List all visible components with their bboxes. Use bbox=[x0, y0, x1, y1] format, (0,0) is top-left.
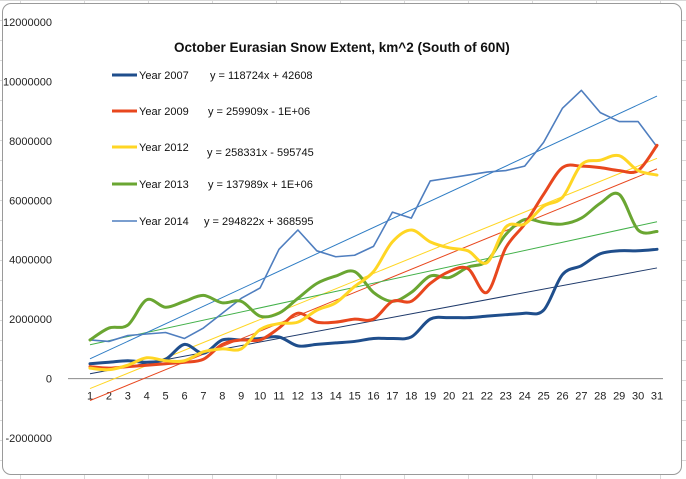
trendline-equation: y = 258331x - 595745 bbox=[207, 147, 314, 159]
y-tick-label: 0 bbox=[46, 374, 52, 386]
y-tick-label: 8000000 bbox=[9, 136, 52, 148]
chart-area[interactable] bbox=[2, 3, 682, 475]
x-tick-label: 6 bbox=[181, 391, 187, 403]
y-tick-label: 12000000 bbox=[3, 17, 52, 29]
legend-label: Year 2009 bbox=[139, 106, 189, 118]
series-line bbox=[88, 191, 659, 342]
legend-label: Year 2014 bbox=[139, 216, 189, 228]
x-tick-label: 13 bbox=[311, 391, 323, 403]
x-tick-label: 14 bbox=[330, 391, 342, 403]
x-tick-label: 25 bbox=[537, 391, 549, 403]
legend-label: Year 2007 bbox=[139, 70, 189, 82]
trendline-equation: y = 294822x + 368595 bbox=[204, 216, 313, 228]
trendline-equation: y = 137989x + 1E+06 bbox=[208, 179, 313, 191]
x-tick-label: 23 bbox=[500, 391, 512, 403]
x-tick-label: 16 bbox=[367, 391, 379, 403]
series-line bbox=[88, 153, 659, 372]
series-line bbox=[89, 89, 658, 343]
x-tick-label: 15 bbox=[348, 391, 360, 403]
x-tick-label: 5 bbox=[163, 391, 169, 403]
x-tick-label: 21 bbox=[462, 391, 474, 403]
y-tick-label: 4000000 bbox=[9, 255, 52, 267]
x-tick-label: 22 bbox=[481, 391, 493, 403]
legend-label: Year 2012 bbox=[139, 142, 189, 154]
trendline bbox=[89, 168, 658, 402]
x-tick-label: 10 bbox=[254, 391, 266, 403]
x-tick-label: 30 bbox=[632, 391, 644, 403]
x-tick-label: 24 bbox=[519, 391, 531, 403]
y-tick-label: -2000000 bbox=[6, 433, 53, 445]
trendline bbox=[89, 221, 658, 346]
x-tick-label: 3 bbox=[125, 391, 131, 403]
y-tick-label: 2000000 bbox=[9, 314, 52, 326]
x-tick-label: 11 bbox=[273, 391, 284, 403]
x-tick-label: 4 bbox=[144, 391, 150, 403]
trendline-equation: y = 259909x - 1E+06 bbox=[208, 106, 310, 118]
y-tick-label: 6000000 bbox=[9, 195, 52, 207]
x-tick-label: 1 bbox=[87, 391, 93, 403]
x-tick-label: 27 bbox=[575, 391, 587, 403]
x-tick-label: 8 bbox=[219, 391, 225, 403]
x-tick-label: 31 bbox=[651, 391, 663, 403]
trendline bbox=[89, 267, 658, 375]
legend-label: Year 2013 bbox=[139, 179, 189, 191]
chart-title: October Eurasian Snow Extent, km^2 (Sout… bbox=[174, 40, 510, 55]
x-tick-label: 2 bbox=[106, 391, 112, 403]
x-tick-label: 29 bbox=[613, 391, 625, 403]
x-tick-label: 17 bbox=[386, 391, 398, 403]
trendline bbox=[89, 95, 658, 360]
x-tick-label: 7 bbox=[200, 391, 206, 403]
x-tick-label: 28 bbox=[594, 391, 606, 403]
y-tick-label: 10000000 bbox=[3, 76, 52, 88]
x-tick-label: 12 bbox=[292, 391, 304, 403]
x-tick-label: 18 bbox=[405, 391, 417, 403]
x-tick-label: 19 bbox=[424, 391, 436, 403]
x-tick-label: 26 bbox=[556, 391, 568, 403]
series-line bbox=[88, 247, 659, 366]
trendline-equation: y = 118724x + 42608 bbox=[210, 70, 313, 82]
x-tick-label: 9 bbox=[238, 391, 244, 403]
x-tick-label: 20 bbox=[443, 391, 455, 403]
